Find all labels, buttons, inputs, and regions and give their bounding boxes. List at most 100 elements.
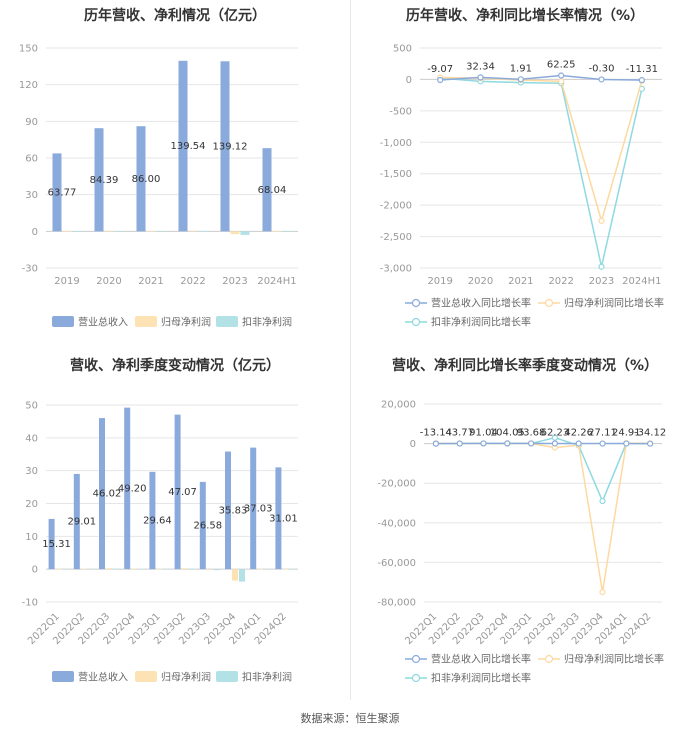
quarterly-growth-chart: -80,000 -60,000 -40,000 -20,000 0 20,000 -13.1… [377,400,666,685]
point-value-label: 62.23 [541,427,570,438]
point-value-label: 32.34 [466,61,495,72]
bar-deducted-net-profit [62,569,69,570]
x-tick-label: 2023 [589,276,614,287]
bar-parent-net-profit [156,568,163,570]
y-tick-label: 30 [25,190,38,201]
bar-revenue [250,447,257,570]
revenue-growth-point [623,440,630,447]
chart-title: 营收、净利同比增长率季度变动情况（%） [391,358,659,374]
y-tick-label: 500 [393,44,412,55]
bar-value-label: 37.03 [244,503,273,514]
chart-title: 历年营收、净利同比增长率情况（%） [405,8,645,24]
revenue-growth-point [437,76,444,84]
legend-swatch-marker [544,654,554,664]
x-tick-label: 2024H1 [257,276,296,287]
x-tick-label: 2023 [222,276,247,287]
bar-revenue [99,418,105,570]
bar-value-label: 86.00 [132,174,161,185]
x-tick-label: 2020 [468,276,493,287]
legend-label: 归母净利润同比增长率 [564,653,664,666]
bar-value-label: 47.07 [168,487,197,498]
y-tick-label: 50 [25,401,38,412]
legend-swatch-marker [411,673,421,683]
deducted-net-profit-growth-point [551,434,558,441]
bar-deducted-net-profit [87,568,94,570]
bar-revenue [225,451,231,570]
x-tick-label: 2020 [96,276,121,287]
point-value-label: -11.31 [626,64,658,75]
x-tick-label: 2021 [138,276,163,287]
revenue-growth-point [456,440,463,447]
y-tick-label: -1,000 [380,138,412,149]
bar-parent-net-profit [188,230,198,232]
y-tick-label: 150 [19,44,38,55]
bar-revenue [48,518,55,570]
quarterly-growth-panel: 营收、净利同比增长率季度变动情况（%） -80,000 -60,000 -40,00… [350,350,700,700]
bar-value-label: 139.12 [213,141,248,152]
panel-divider [350,0,351,700]
bar-parent-net-profit [257,568,264,570]
legend-label: 归母净利润 [161,671,211,684]
point-value-label: -0.30 [589,63,615,74]
y-tick-label: 60 [25,154,38,165]
chart-title: 历年营收、净利情况（亿元） [84,8,266,24]
deducted-net-profit-growth-point [598,263,605,270]
bar-deducted-net-profit [156,231,166,232]
legend-swatch [135,671,157,682]
annual-revenue-profit-chart: -30 0 30 60 90 120 150 63.77 2019 84.39 2020 86.00 2… [19,44,298,329]
annual-growth-panel: 历年营收、净利同比增长率情况（%） -3,000 -2,500 -2,000 -1,5… [350,0,700,350]
y-tick-label: 0 [32,565,38,576]
bar-deducted-net-profit [239,569,245,582]
revenue-growth-point [517,76,524,83]
bar-revenue [73,473,80,570]
bar-revenue [136,126,146,232]
y-tick-label: -3,000 [380,264,412,275]
revenue-growth-point [558,72,565,79]
annual-revenue-profit-panel: 历年营收、净利情况（亿元） -30 0 30 60 90 120 150 63.77 2019 8… [0,0,350,350]
legend-label: 营业总收入 [78,671,128,684]
y-tick-label: -2,500 [380,232,412,243]
bar-revenue [124,407,131,570]
revenue-growth-point [477,74,484,81]
bar-deducted-net-profit [282,231,292,232]
legend-label: 扣非净利润同比增长率 [431,316,531,329]
bar-value-label: 68.04 [258,185,287,196]
quarterly-revenue-profit-chart: -100102030405015.312022Q129.012022Q246.0… [22,401,298,684]
bar-revenue [52,153,62,232]
y-tick-label: 0 [406,75,412,86]
parent-net-profit-growth-line [440,76,643,224]
point-value-label: -9.07 [427,64,453,75]
point-value-label: 42.26 [564,428,593,439]
revenue-growth-point [647,440,654,447]
bar-parent-net-profit [131,568,138,570]
bar-value-label: 35.83 [219,505,248,516]
bar-deducted-net-profit [163,569,170,570]
bar-deducted-net-profit [72,231,82,232]
revenue-growth-point [432,440,440,447]
annual-growth-chart: -3,000 -2,500 -2,000 -1,500 -1,000 -500 0 500 -9… [380,44,664,329]
bar-value-label: 84.39 [90,175,119,186]
y-tick-label: 0 [32,227,38,238]
legend-swatch [135,316,157,327]
legend-label: 营业总收入 [78,316,128,329]
parent-net-profit-growth-point [558,78,565,85]
bar-deducted-net-profit [264,569,271,570]
legend-label: 扣非净利润 [242,671,292,684]
legend-swatch-marker [544,298,554,308]
bar-parent-net-profit [146,230,156,232]
legend-swatch-marker [411,654,421,664]
bar-revenue [174,414,181,570]
bar-deducted-net-profit [188,568,195,570]
revenue-growth-point [575,440,582,447]
legend-label: 营业总收入同比增长率 [431,653,531,666]
revenue-growth-point [598,76,605,83]
point-value-label: 27.11 [588,428,617,439]
revenue-growth-point [480,440,487,447]
y-tick-label: 10 [25,532,38,543]
bar-deducted-net-profit [198,230,208,232]
legend-swatch-marker [411,317,421,327]
revenue-growth-point [551,440,558,447]
point-value-label: -13.14 [420,428,452,439]
y-tick-label: -500 [389,106,412,117]
x-tick-label: 2019 [54,276,79,287]
